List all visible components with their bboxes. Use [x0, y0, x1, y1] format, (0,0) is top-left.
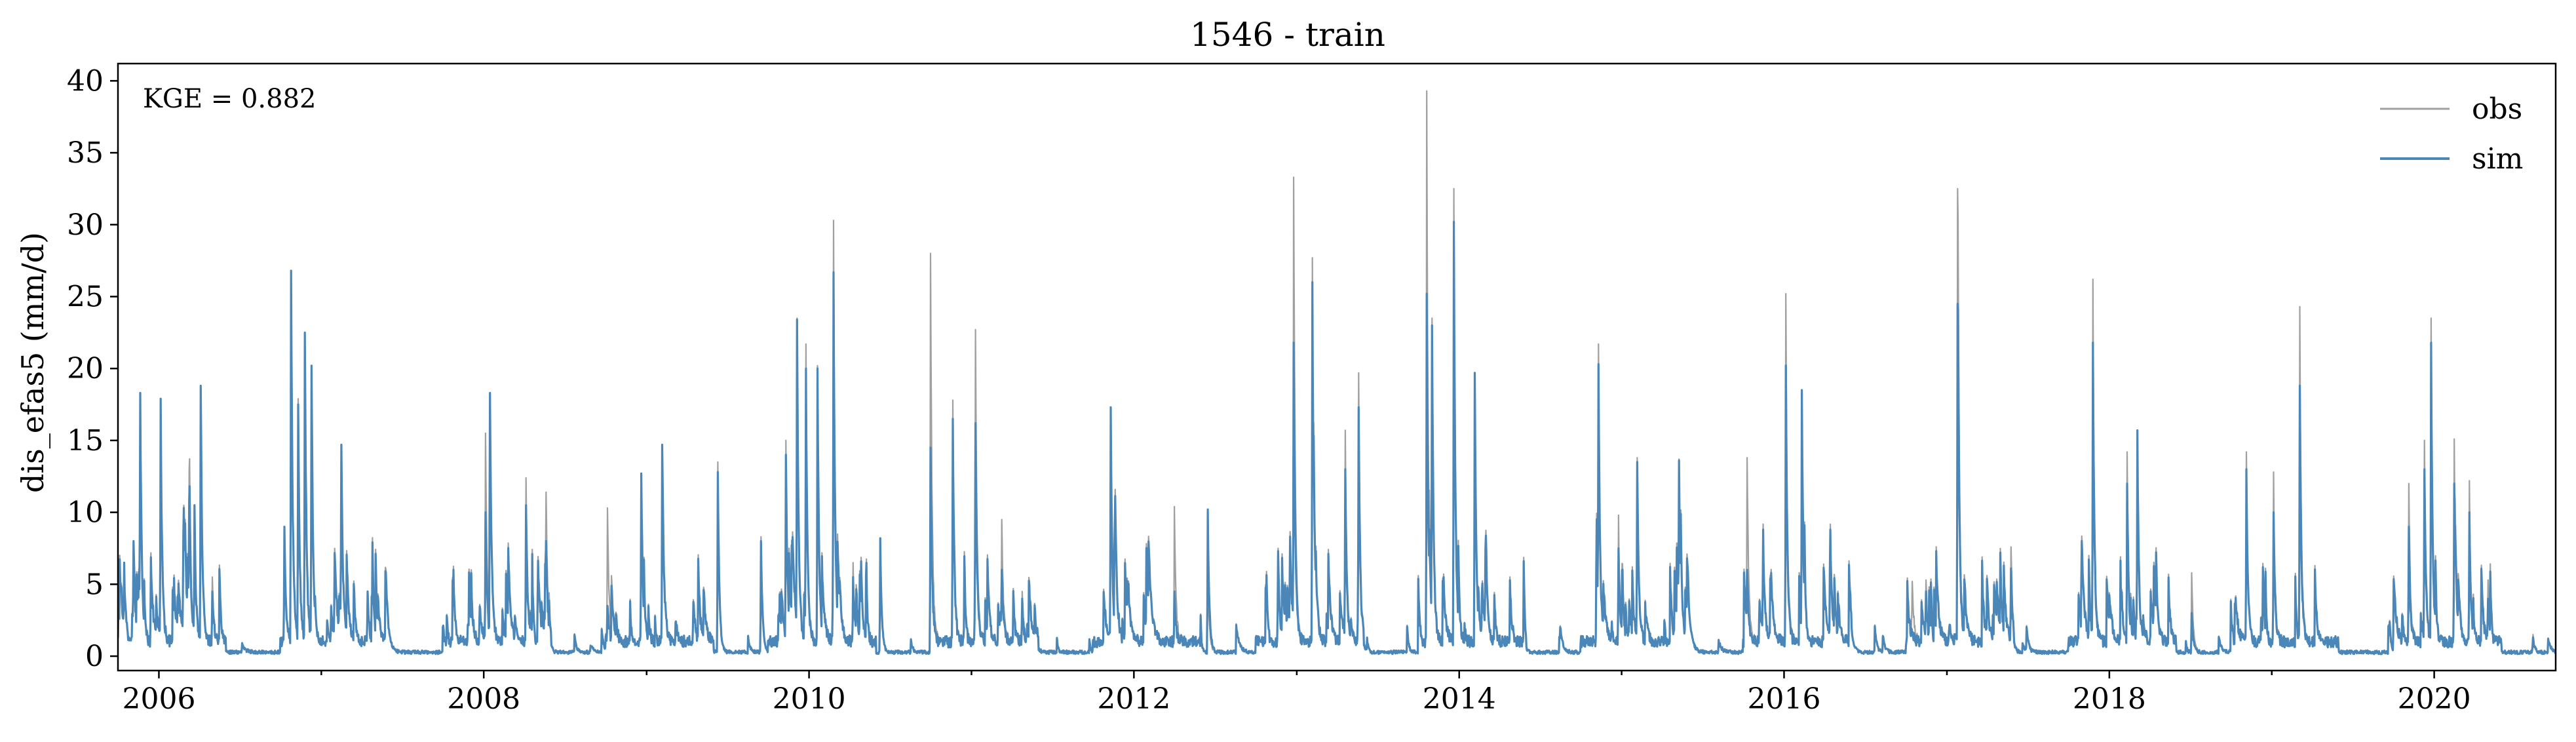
y-tick-label: 15 — [67, 424, 104, 458]
y-axis-label: dis_efas5 (mm/d) — [15, 232, 50, 493]
y-axis: 0 5 10 15 20 25 30 35 40 — [67, 64, 118, 673]
y-tick-label: 5 — [85, 568, 104, 601]
x-tick-label: 2016 — [1747, 682, 1820, 716]
y-tick-label: 30 — [67, 208, 104, 242]
plot-frame — [117, 62, 2557, 672]
series-line-obs — [118, 90, 2556, 655]
legend-label-sim: sim — [2472, 142, 2523, 176]
x-axis: 2006 2008 2010 2012 2014 2016 2018 2020 — [122, 671, 2471, 716]
x-tick-label: 2008 — [447, 682, 520, 716]
legend-label-obs: obs — [2472, 92, 2522, 126]
x-tick-label: 2014 — [1423, 682, 1496, 716]
y-tick-label: 20 — [67, 352, 104, 385]
x-tick-label: 2020 — [2398, 682, 2471, 716]
legend: obs sim — [2380, 92, 2523, 176]
y-tick-label: 10 — [67, 496, 104, 530]
y-tick-label: 25 — [67, 280, 104, 313]
y-tick-label: 35 — [67, 136, 104, 170]
y-tick-label: 40 — [67, 64, 104, 98]
x-tick-label: 2010 — [773, 682, 846, 716]
kge-annotation: KGE = 0.882 — [143, 84, 317, 114]
series-line-sim — [118, 220, 2556, 655]
x-tick-label: 2018 — [2073, 682, 2146, 716]
chart-title: 1546 - train — [1190, 16, 1385, 54]
x-tick-label: 2006 — [122, 682, 195, 716]
x-tick-label: 2012 — [1097, 682, 1170, 716]
y-tick-label: 0 — [85, 640, 104, 673]
